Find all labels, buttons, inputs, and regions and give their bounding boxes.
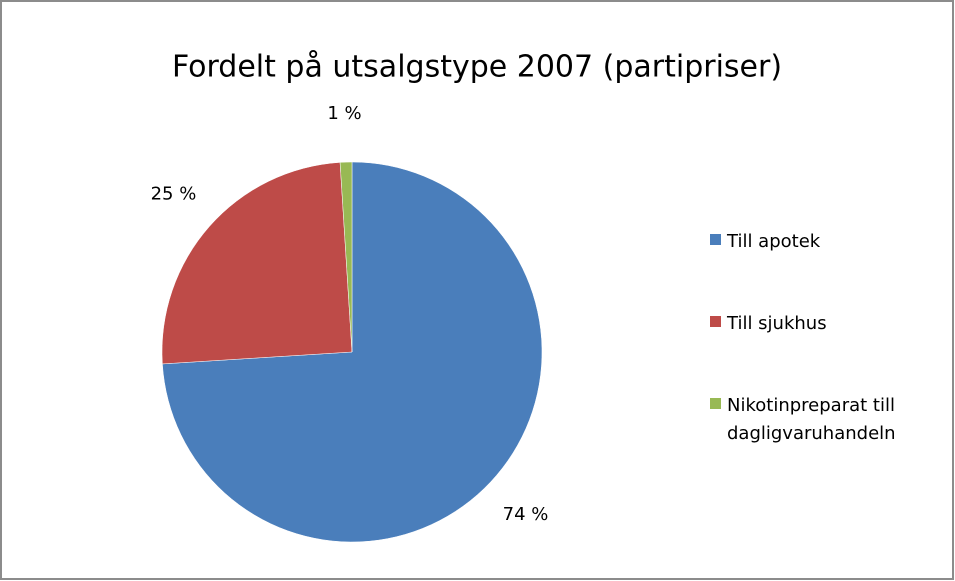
legend-label: Nikotinpreparat till dagligvaruhandeln: [727, 395, 896, 444]
legend-label: Till sjukhus: [727, 313, 827, 334]
legend-swatch: [710, 234, 721, 245]
legend-swatch: [710, 316, 721, 327]
chart-title: Fordelt på utsalgstype 2007 (partipriser…: [172, 50, 782, 85]
legend-swatch: [710, 398, 721, 409]
legend-label: Till apotek: [727, 231, 821, 252]
legend-item: Till apotek: [710, 228, 950, 310]
data-label: 1 %: [327, 103, 361, 124]
legend-item: Till sjukhus: [710, 310, 950, 392]
legend-item: Nikotinpreparat till dagligvaruhandeln: [710, 392, 950, 474]
data-label: 74 %: [503, 504, 549, 525]
data-label: 25 %: [151, 184, 197, 205]
legend: Till apotek Till sjukhus Nikotinpreparat t…: [710, 228, 950, 474]
pie-slice: [339, 161, 353, 353]
pie-slice: [161, 162, 353, 365]
